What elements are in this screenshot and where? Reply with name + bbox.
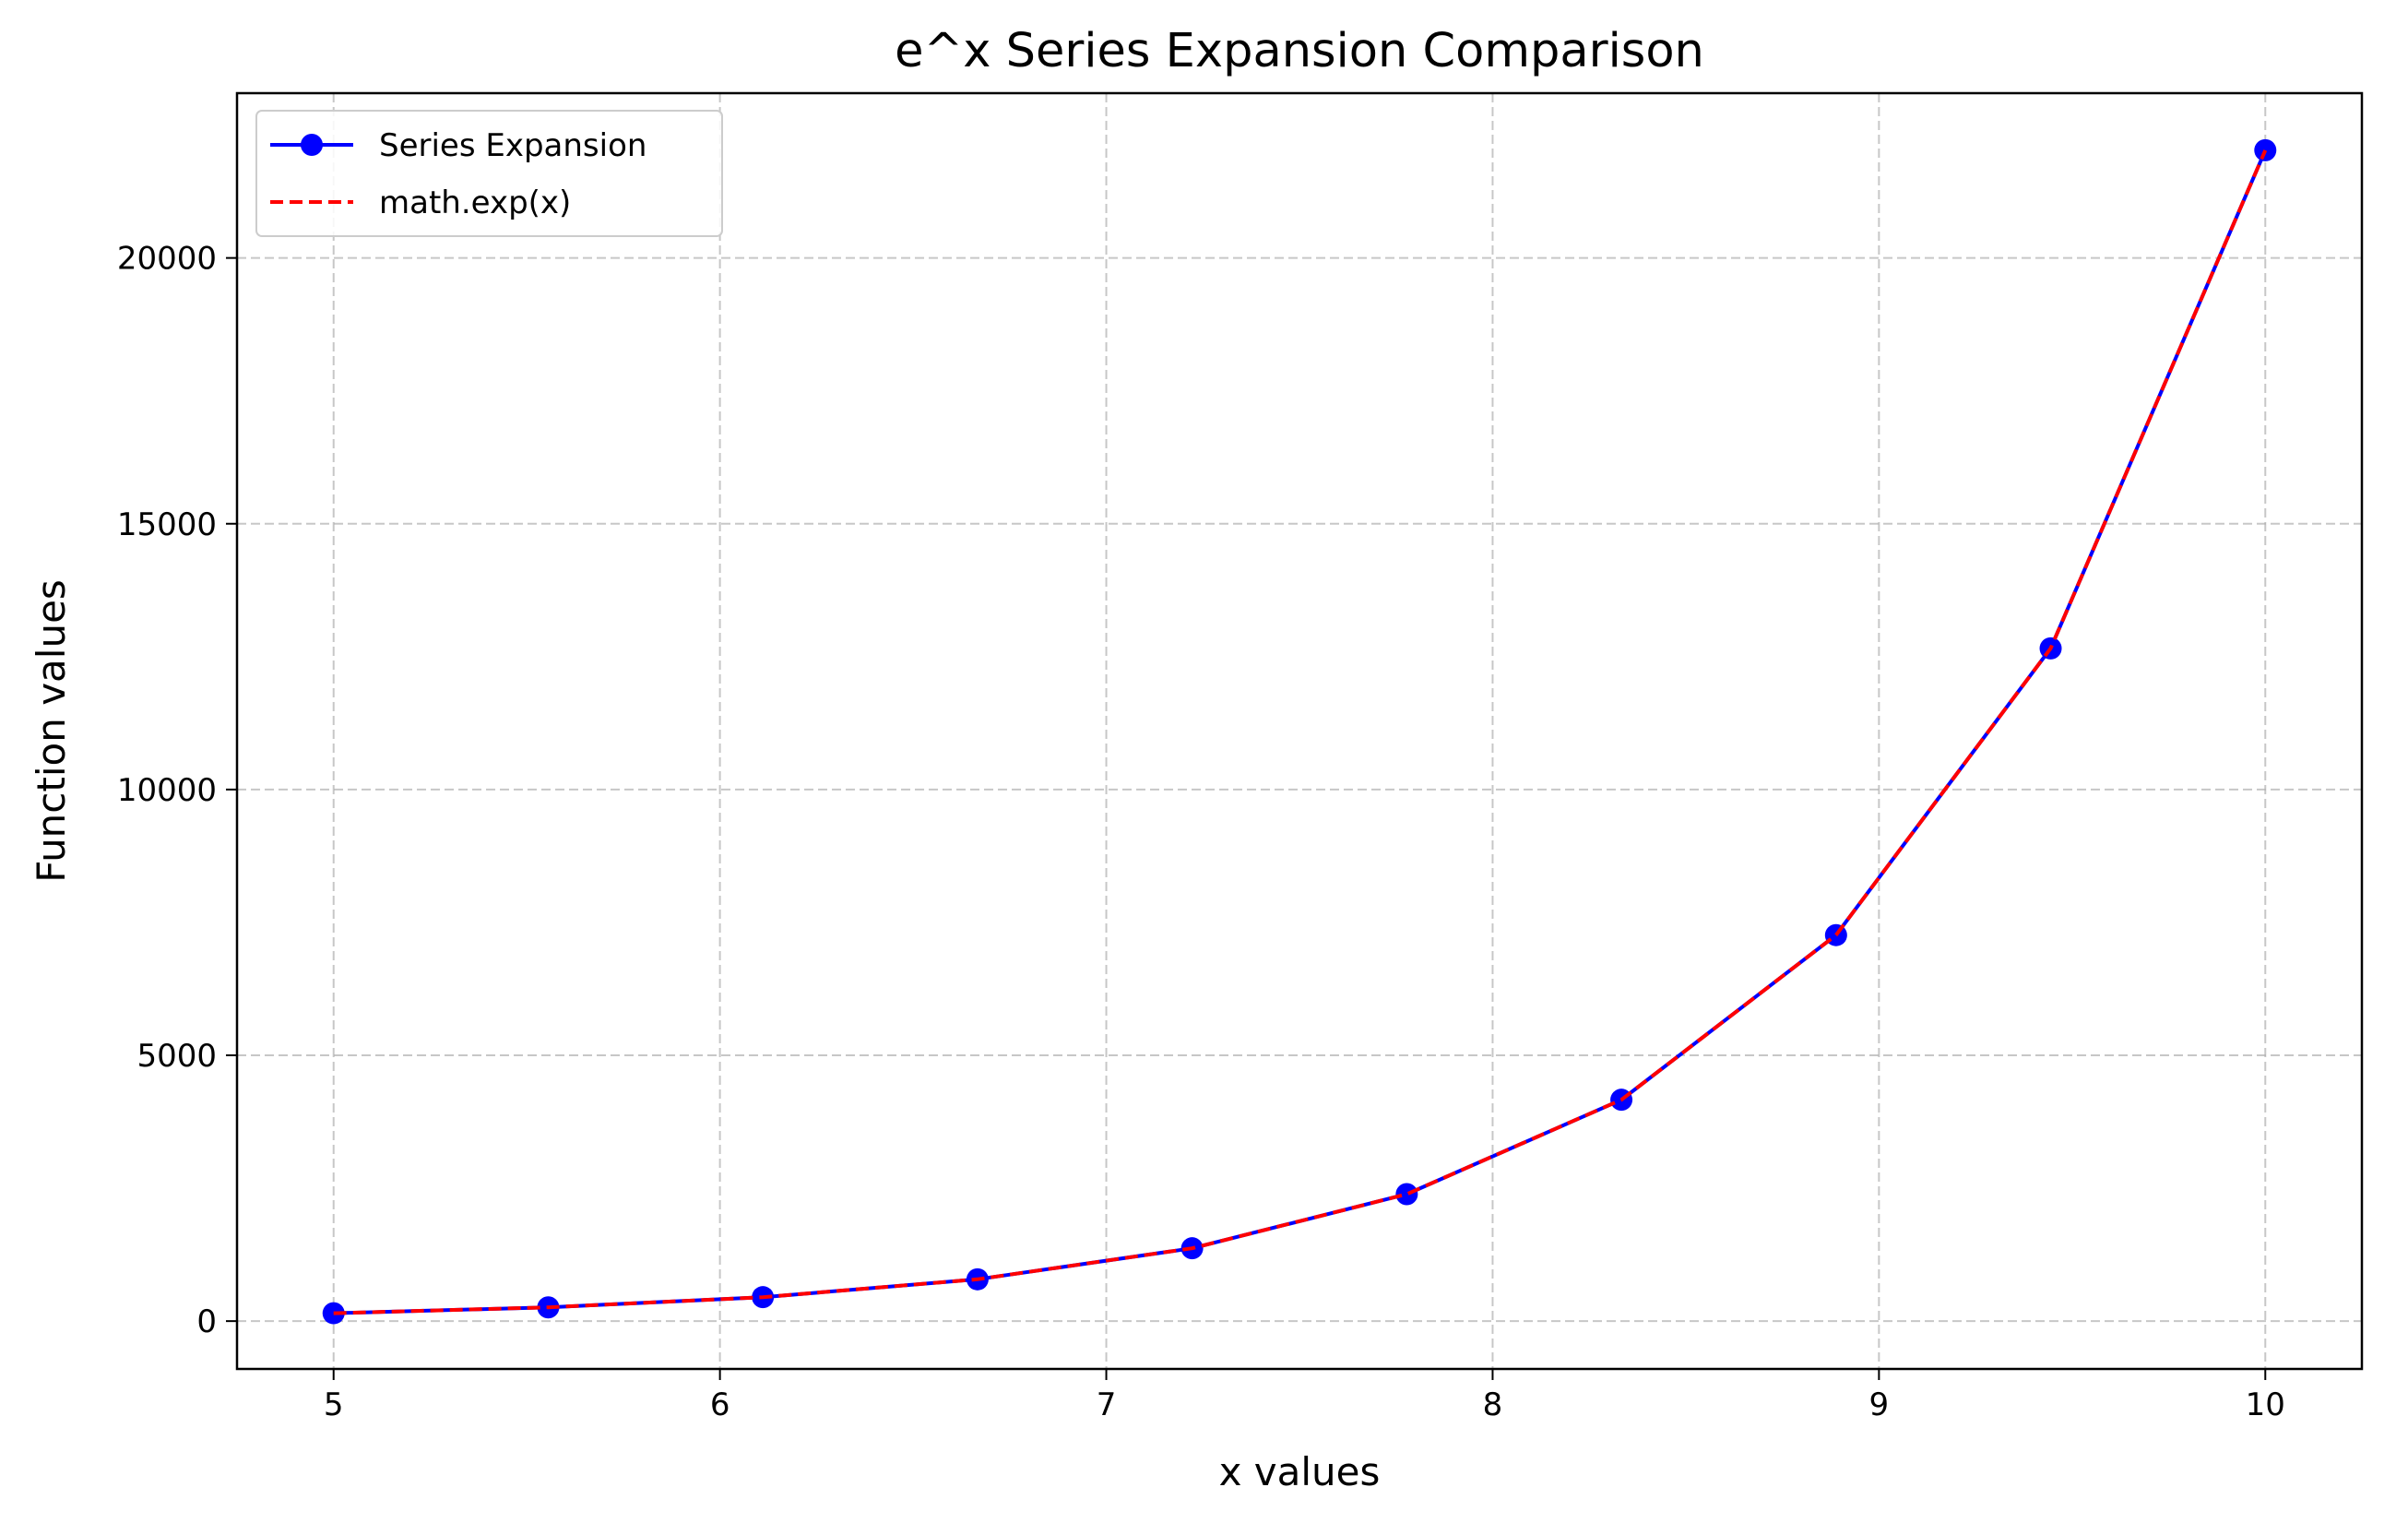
x-tick-label: 8 (1483, 1386, 1503, 1423)
data-point (1395, 1183, 1418, 1206)
x-tick-label: 6 (710, 1386, 730, 1423)
y-tick-label: 10000 (117, 772, 217, 809)
ticks: 5 6 7 8 9 10 0 5000 10000 15000 20000 (117, 241, 2285, 1423)
series-2 (333, 149, 2268, 1315)
legend-box (255, 110, 723, 237)
data-point (2254, 138, 2277, 161)
legend-item: Series Expansion (270, 127, 646, 164)
legend-label: Series Expansion (379, 127, 646, 164)
y-tick-label: 15000 (117, 506, 217, 543)
legend-label: math.exp(x) (379, 184, 571, 221)
legend: Series Expansion math.exp(x) (255, 110, 723, 237)
grid (237, 93, 2362, 1369)
legend-item: math.exp(x) (270, 184, 571, 221)
plot-frame (235, 91, 2364, 1371)
x-tick-label: 7 (1097, 1386, 1117, 1423)
series-line (333, 149, 2268, 1315)
y-tick-label: 0 (196, 1303, 217, 1340)
series-layer (322, 138, 2277, 1325)
x-tick-label: 9 (1869, 1386, 1890, 1423)
y-tick-label: 20000 (117, 241, 217, 278)
y-axis-label: Function values (29, 579, 74, 883)
x-tick-label: 10 (2246, 1386, 2285, 1423)
legend-marker (301, 134, 323, 156)
x-axis-label: x values (1219, 1449, 1381, 1494)
y-tick-label: 5000 (136, 1038, 217, 1075)
x-tick-label: 5 (324, 1386, 344, 1423)
chart-title: e^x Series Expansion Comparison (895, 24, 1704, 78)
